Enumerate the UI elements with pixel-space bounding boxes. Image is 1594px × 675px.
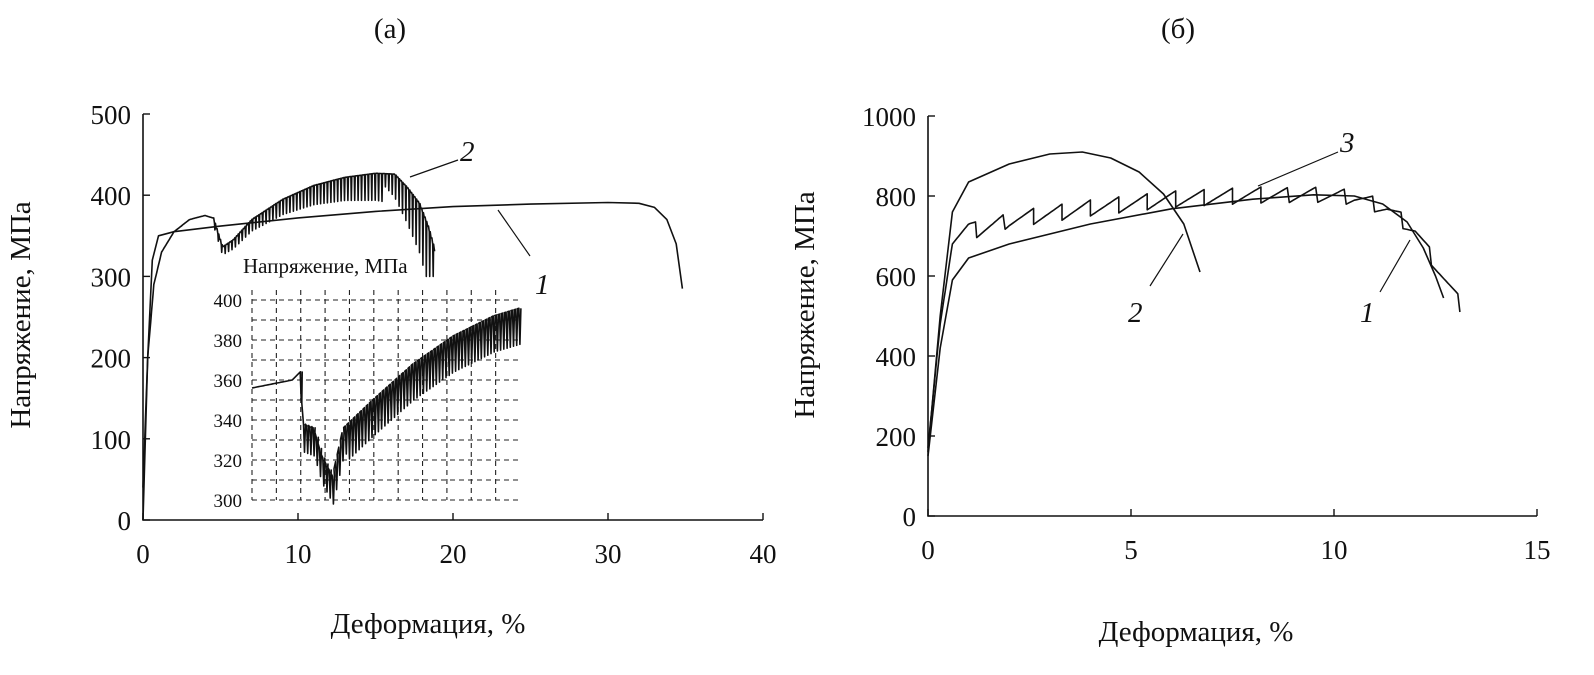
panel-a-xtick-label: 40 (750, 539, 777, 569)
panel-b-ticks: 0 5 10 15 0 200 400 600 800 1000 (862, 102, 1551, 565)
inset-ytick-label: 340 (214, 411, 243, 432)
inset-title: Напряжение, МПа (243, 254, 408, 278)
panel-b: (б) 0 5 10 15 0 200 400 600 800 1000 Деформация, … (789, 13, 1551, 648)
panel-a-xlabel: Деформация, % (331, 608, 526, 640)
panel-b-leader-3 (1257, 151, 1339, 187)
panel-a-inset: Напряжение, МПа 300 320 340 360 380 400 (214, 254, 522, 512)
panel-a-series-2 (142, 172, 436, 488)
panel-b-leader-2 (1149, 233, 1184, 287)
panel-b-series-2 (927, 151, 1201, 453)
panel-b-axes (927, 116, 1537, 517)
inset-ytick-label: 300 (214, 491, 243, 512)
panel-b-curves (927, 151, 1461, 457)
panel-a-leader-1 (497, 209, 531, 257)
panel-a-leader-2 (409, 159, 459, 178)
panel-a-curve-2-label: 2 (460, 136, 475, 168)
panel-a-xtick-label: 20 (440, 539, 467, 569)
panel-b-xtick-label: 15 (1524, 535, 1551, 565)
panel-b-ytick-label: 800 (876, 182, 917, 212)
inset-curve (251, 307, 522, 505)
panel-a-ytick-label: 200 (91, 344, 132, 374)
panel-b-label: (б) (1161, 13, 1195, 45)
panel-a-curve-1-label: 1 (535, 269, 550, 301)
panel-a-series-1 (142, 201, 684, 521)
panel-b-xtick-label: 0 (921, 535, 935, 565)
panel-b-leader-1 (1379, 239, 1411, 293)
panel-b-ytick-label: 400 (876, 342, 917, 372)
panel-b-curve-1-label: 1 (1360, 297, 1375, 329)
panel-a-ytick-label: 300 (91, 262, 132, 292)
inset-ytick-label: 380 (214, 331, 243, 352)
panel-a-xtick-label: 10 (285, 539, 312, 569)
panel-b-ytick-label: 200 (876, 422, 917, 452)
panel-a-ytick-label: 100 (91, 425, 132, 455)
panel-b-ylabel: Напряжение, МПа (789, 191, 821, 418)
panel-a-label: (a) (374, 13, 406, 45)
panel-b-xtick-label: 5 (1124, 535, 1138, 565)
panel-b-ytick-label: 1000 (862, 102, 916, 132)
panel-a-curves (142, 172, 684, 521)
inset-ticks: 300 320 340 360 380 400 (214, 291, 243, 512)
panel-b-xlabel: Деформация, % (1099, 616, 1294, 648)
panel-a-ytick-label: 400 (91, 181, 132, 211)
inset-ytick-label: 360 (214, 371, 243, 392)
panel-a-ytick-label: 0 (118, 506, 132, 536)
panel-a-ylabel: Напряжение, МПа (5, 201, 37, 428)
panel-b-ytick-label: 0 (903, 502, 917, 532)
inset-ytick-label: 320 (214, 451, 243, 472)
panel-b-xtick-label: 10 (1321, 535, 1348, 565)
panel-a-ytick-label: 500 (91, 100, 132, 130)
panel-b-curve-3-label: 3 (1339, 127, 1355, 159)
panel-a-xtick-label: 0 (136, 539, 150, 569)
panel-b-curve-2-label: 2 (1128, 297, 1143, 329)
panel-b-ytick-label: 600 (876, 262, 917, 292)
panel-a-xtick-label: 30 (595, 539, 622, 569)
panel-b-series-3 (927, 186, 1461, 449)
inset-ytick-label: 400 (214, 291, 243, 312)
panel-b-series-1 (927, 194, 1445, 457)
